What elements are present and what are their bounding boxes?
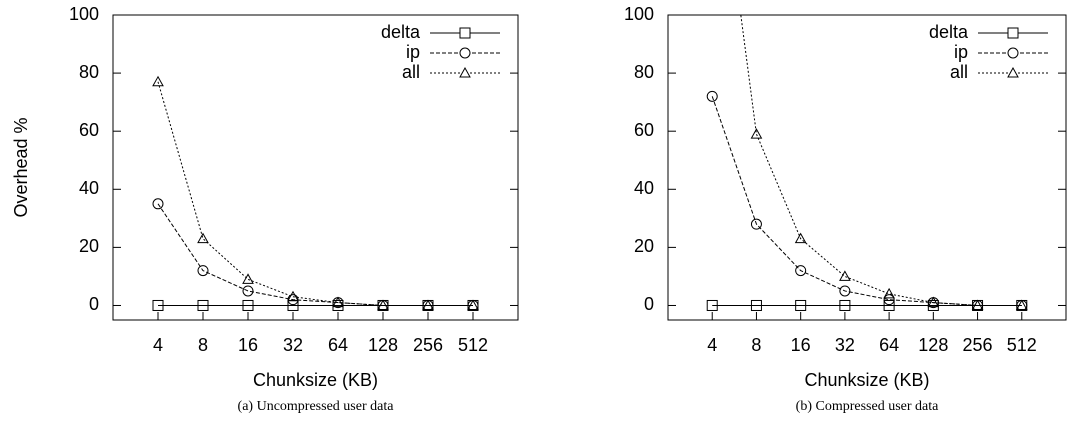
x-tick-label: 256 (963, 335, 993, 355)
y-tick-label: 80 (79, 62, 99, 82)
y-tick-label: 80 (634, 62, 654, 82)
series-line (157, 203, 473, 306)
legend-label: all (950, 62, 968, 82)
legend-marker (459, 66, 471, 78)
data-point (242, 273, 254, 284)
x-tick-label: 512 (1007, 335, 1037, 355)
data-point (377, 299, 389, 310)
data-point (706, 299, 718, 311)
series-line (157, 81, 473, 306)
data-point (750, 128, 763, 139)
data-point (242, 285, 254, 297)
x-tick-label: 32 (835, 335, 855, 355)
y-tick-label: 40 (634, 178, 654, 198)
legend-label: all (402, 62, 420, 82)
x-tick-label: 8 (198, 335, 208, 355)
data-point (794, 232, 807, 244)
caption: (b) Compressed user data (796, 399, 939, 414)
data-point (332, 299, 344, 311)
data-point (795, 299, 807, 311)
data-point (197, 265, 209, 277)
data-point (197, 299, 209, 311)
x-tick-label: 8 (751, 335, 761, 355)
x-tick-label: 4 (153, 335, 163, 355)
y-tick-label: 20 (634, 236, 654, 256)
caption: (a) Uncompressed user data (238, 399, 395, 414)
data-point (287, 290, 299, 302)
x-tick-label: 16 (238, 335, 258, 355)
plot-frame (112, 14, 519, 321)
data-point (1015, 299, 1028, 310)
data-point (287, 294, 299, 306)
series-line (711, 96, 1022, 306)
legend-label: ip (954, 42, 968, 62)
x-tick-label: 64 (879, 335, 899, 355)
data-point (883, 294, 895, 306)
data-point (152, 198, 164, 210)
legend-marker (1007, 47, 1019, 59)
y-tick-label: 100 (624, 4, 654, 24)
y-tick-label: 60 (79, 120, 99, 140)
legend-marker (1007, 27, 1019, 39)
x-axis-label: Chunksize (KB) (804, 370, 929, 390)
series-line (740, 15, 1022, 306)
x-tick-label: 512 (458, 335, 488, 355)
x-tick-label: 64 (328, 335, 348, 355)
legend-label: delta (929, 22, 969, 42)
data-point (750, 299, 762, 311)
legend-label: ip (406, 42, 420, 62)
y-tick-label: 40 (79, 178, 99, 198)
y-tick-label: 0 (89, 294, 99, 314)
data-point (242, 299, 254, 311)
x-tick-label: 32 (283, 335, 303, 355)
data-point (883, 299, 895, 311)
data-point (706, 90, 718, 102)
data-point (467, 299, 479, 310)
y-axis-label: Overhead % (11, 117, 31, 217)
x-axis-label: Chunksize (KB) (253, 370, 378, 390)
data-point (152, 299, 164, 311)
legend-marker (1007, 66, 1019, 78)
data-point (971, 299, 984, 310)
legend-marker (459, 27, 471, 39)
x-tick-label: 16 (791, 335, 811, 355)
plot-area (706, 15, 1028, 311)
y-tick-label: 60 (634, 120, 654, 140)
data-point (839, 285, 851, 297)
legend-label: delta (381, 22, 421, 42)
data-point (927, 296, 940, 308)
data-point (839, 270, 851, 281)
x-tick-label: 4 (707, 335, 717, 355)
y-tick-label: 100 (69, 4, 99, 24)
plot-frame (667, 14, 1067, 321)
plot-area (152, 75, 479, 311)
data-point (332, 296, 344, 308)
x-tick-label: 128 (918, 335, 948, 355)
data-point (795, 265, 807, 277)
y-tick-label: 0 (644, 294, 654, 314)
y-tick-label: 20 (79, 236, 99, 256)
x-tick-label: 128 (368, 335, 398, 355)
data-point (197, 232, 209, 244)
data-point (927, 299, 939, 311)
data-point (152, 75, 164, 87)
data-point (839, 299, 851, 311)
data-point (750, 218, 762, 230)
legend-marker (459, 47, 471, 59)
data-point (422, 299, 434, 310)
data-point (883, 287, 895, 299)
x-tick-label: 256 (413, 335, 443, 355)
